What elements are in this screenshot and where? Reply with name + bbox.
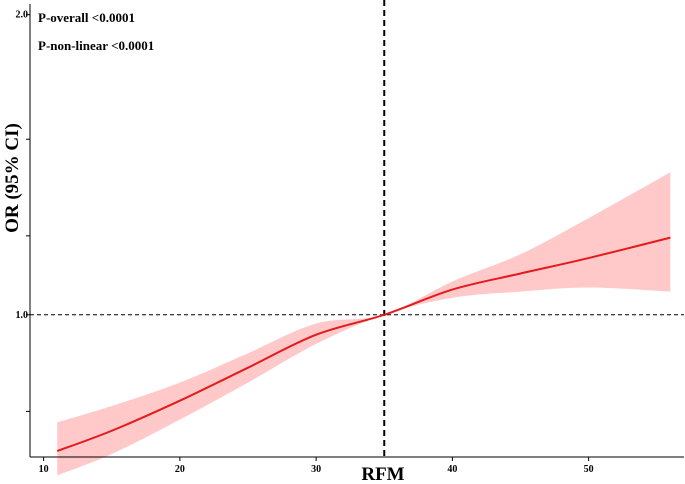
y-axis-title: OR (95% CI) xyxy=(2,123,23,233)
x-tick-label-50: 50 xyxy=(584,464,594,475)
axes: 10 20 30 40 50 1.0 2.0 xyxy=(16,4,684,475)
ci-band-0 xyxy=(57,172,671,476)
y-tick-label-2: 2.0 xyxy=(16,10,29,21)
ci-band-layer xyxy=(57,172,671,476)
x-tick-label-30: 30 xyxy=(311,464,321,475)
reference-lines xyxy=(30,0,684,457)
series-line-layer xyxy=(56,236,671,452)
series-line-0 xyxy=(56,236,671,452)
x-tick-label-40: 40 xyxy=(447,464,457,475)
p-nonlinear-annotation: P-non-linear <0.0001 xyxy=(38,38,154,53)
y-tick-label-1: 1.0 xyxy=(16,310,29,321)
x-tick-label-10: 10 xyxy=(39,464,49,475)
x-axis-title: RFM xyxy=(361,464,404,484)
x-tick-label-20: 20 xyxy=(175,464,185,475)
p-overall-annotation: P-overall <0.0001 xyxy=(38,10,135,25)
